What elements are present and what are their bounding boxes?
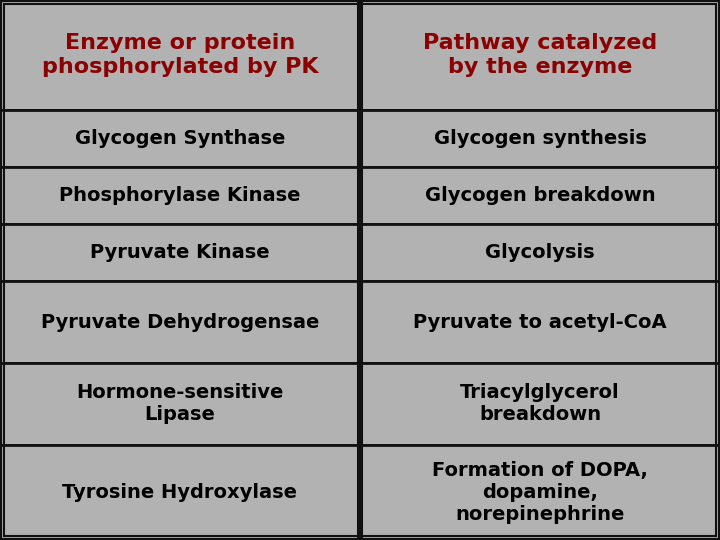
Bar xyxy=(0,167,360,224)
Bar xyxy=(360,110,720,167)
Bar xyxy=(0,363,360,445)
Bar xyxy=(0,281,360,363)
Text: Tyrosine Hydroxylase: Tyrosine Hydroxylase xyxy=(63,483,297,502)
Bar xyxy=(360,110,720,167)
Bar xyxy=(360,224,720,281)
Bar xyxy=(0,0,360,110)
Bar xyxy=(360,363,720,445)
Bar xyxy=(0,0,360,110)
Text: Formation of DOPA,
dopamine,
norepinephrine: Formation of DOPA, dopamine, norepinephr… xyxy=(432,461,648,524)
Bar xyxy=(0,167,360,224)
Bar xyxy=(0,224,360,281)
Bar xyxy=(0,363,360,445)
Bar xyxy=(360,445,720,540)
Text: Glycogen synthesis: Glycogen synthesis xyxy=(433,129,647,148)
Text: Pyruvate Dehydrogensae: Pyruvate Dehydrogensae xyxy=(41,313,319,332)
Text: Glycogen Synthase: Glycogen Synthase xyxy=(75,129,285,148)
Bar xyxy=(360,167,720,224)
Bar xyxy=(0,224,360,281)
Text: Hormone-sensitive
Lipase: Hormone-sensitive Lipase xyxy=(76,383,284,424)
Text: Glycolysis: Glycolysis xyxy=(485,243,595,262)
Text: Pyruvate Kinase: Pyruvate Kinase xyxy=(90,243,270,262)
Bar xyxy=(0,445,360,540)
Bar xyxy=(0,110,360,167)
Text: Pathway catalyzed
by the enzyme: Pathway catalyzed by the enzyme xyxy=(423,33,657,77)
Bar xyxy=(360,281,720,363)
Text: Triacylglycerol
breakdown: Triacylglycerol breakdown xyxy=(460,383,620,424)
Bar xyxy=(360,363,720,445)
Bar xyxy=(360,167,720,224)
Bar xyxy=(360,0,720,110)
Text: Pyruvate to acetyl-CoA: Pyruvate to acetyl-CoA xyxy=(413,313,667,332)
Bar xyxy=(360,224,720,281)
Bar xyxy=(360,0,720,110)
Bar xyxy=(0,110,360,167)
Bar xyxy=(0,281,360,363)
Text: Enzyme or protein
phosphorylated by PK: Enzyme or protein phosphorylated by PK xyxy=(42,33,318,77)
Bar xyxy=(360,445,720,540)
Text: Glycogen breakdown: Glycogen breakdown xyxy=(425,186,655,205)
Bar xyxy=(360,281,720,363)
Text: Phosphorylase Kinase: Phosphorylase Kinase xyxy=(59,186,301,205)
Bar xyxy=(0,445,360,540)
